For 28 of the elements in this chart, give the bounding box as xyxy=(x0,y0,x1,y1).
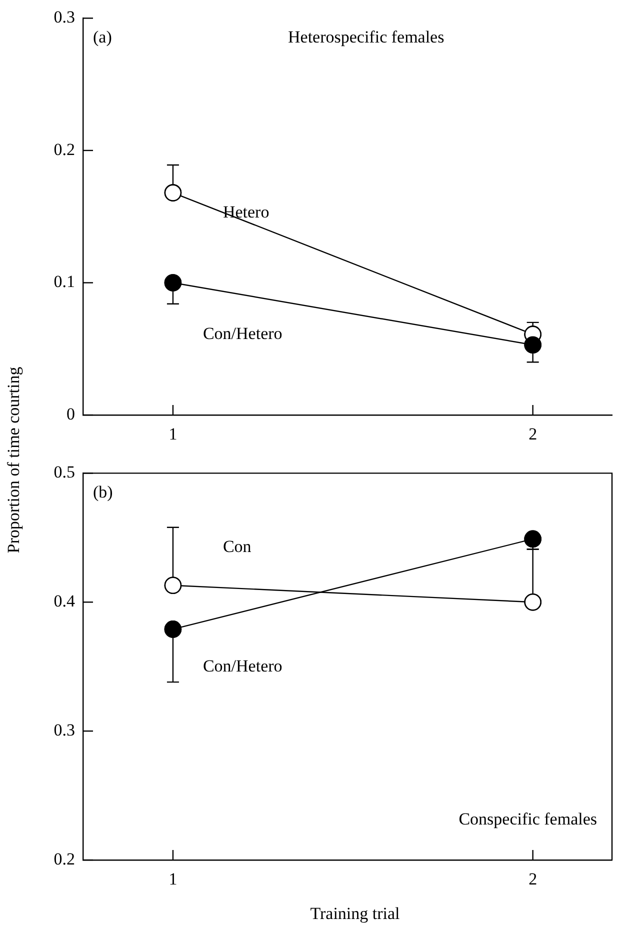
x-tick-label: 2 xyxy=(528,870,538,889)
x-tick-label: 1 xyxy=(168,424,178,444)
series-label: Hetero xyxy=(222,202,270,222)
point xyxy=(164,184,182,202)
point xyxy=(164,620,182,638)
y-tick-label: 0.3 xyxy=(54,720,75,740)
point xyxy=(524,593,542,611)
series-label: Con/Hetero xyxy=(202,656,282,676)
y-tick-label: 0.4 xyxy=(54,592,76,611)
annotation: Conspecific females xyxy=(458,809,597,828)
series-label: Con xyxy=(222,536,252,556)
annotation: (b) xyxy=(93,482,113,502)
series-label: Con/Hetero xyxy=(202,324,282,344)
point xyxy=(524,336,542,354)
y-tick-label: 0.3 xyxy=(54,8,75,27)
y-tick-label: 0 xyxy=(66,404,75,424)
point xyxy=(164,576,182,594)
y-axis-title: Proportion of time courting xyxy=(4,366,24,554)
x-tick-label: 2 xyxy=(528,424,538,444)
x-tick-label: 1 xyxy=(168,870,178,889)
y-tick-label: 0.1 xyxy=(54,272,75,292)
y-tick-label: 0.2 xyxy=(54,140,75,159)
x-axis-title: Training trial xyxy=(310,904,400,924)
annotation: (a) xyxy=(93,28,112,47)
point xyxy=(164,274,182,292)
y-tick-label: 0.2 xyxy=(54,849,75,868)
annotation: Heterospecific females xyxy=(288,28,444,47)
y-tick-label: 0.5 xyxy=(54,462,75,482)
